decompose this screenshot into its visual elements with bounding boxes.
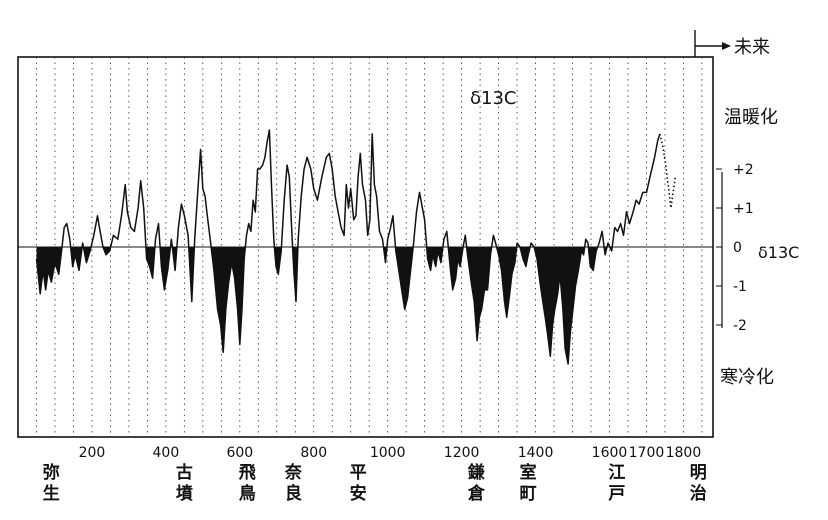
cold-anomaly-fill (496, 247, 517, 318)
era-label-bottom: 治 (690, 483, 707, 504)
x-axis-ticks: 200 400 600 800 1000 1200 1400 1600 1700 1800 (79, 445, 702, 461)
y-axis-ticks: +2 +1 0 -1 -2 (716, 162, 754, 334)
era-label-bottom: 戸 (608, 484, 625, 504)
x-tick-label: 600 (226, 445, 253, 461)
x-tick-label: 1600 (592, 445, 628, 461)
x-tick-label: 1700 (629, 445, 665, 461)
cold-anomaly-fill (534, 247, 585, 364)
era-label-bottom: 倉 (467, 483, 486, 504)
era-label-bottom: 町 (520, 484, 537, 504)
y-tick-label: -2 (733, 318, 747, 334)
x-tick-label: 1400 (518, 445, 554, 461)
cold-anomaly-fill (395, 247, 414, 310)
future-arrow-head (722, 42, 731, 50)
cold-anomaly-fill (466, 247, 492, 341)
era-label-top: 飛 (238, 463, 256, 483)
era-label-top: 鎌 (467, 462, 485, 483)
warm-annotation: 温暖化 (724, 107, 778, 128)
cold-anomaly-fill (83, 247, 91, 263)
era-labels: 弥生 古墳 飛鳥 奈良 平安 鎌倉 室町 江戸 明治 (43, 462, 707, 504)
era-label-bottom: 墳 (176, 484, 193, 504)
delta13c-dotted-segment (659, 133, 677, 209)
y-tick-label: 0 (733, 240, 742, 256)
era-label-top: 室 (520, 462, 537, 483)
x-tick-label: 200 (79, 445, 106, 461)
x-tick-label: 1200 (444, 445, 480, 461)
series-label-text: δ13C (470, 88, 517, 109)
era-label-bottom: 鳥 (239, 483, 256, 504)
era-label-top: 古 (176, 462, 193, 483)
era-label-top: 明 (690, 463, 707, 483)
x-tick-label: 1000 (370, 445, 406, 461)
delta13c-curve (35, 129, 661, 365)
series-label: δ13C (470, 88, 517, 109)
cold-anomaly-fill (160, 247, 171, 290)
era-label-top: 奈 (284, 462, 303, 483)
future-annotation: 未来 (734, 37, 770, 58)
y-tick-label: +1 (733, 201, 754, 217)
era-label-bottom: 良 (285, 483, 302, 504)
x-tick-label: 400 (153, 445, 180, 461)
era-label-bottom: 安 (350, 483, 367, 504)
y-tick-label: -1 (733, 279, 747, 295)
x-tick-label: 1800 (666, 445, 702, 461)
era-label-bottom: 生 (43, 483, 60, 504)
cold-anomaly-fill (211, 247, 246, 353)
cold-anomaly-fill (274, 247, 282, 275)
era-label-top: 平 (350, 463, 367, 483)
cold-annotation: 寒冷化 (720, 367, 774, 388)
cold-anomaly-fill (103, 247, 111, 255)
era-label-top: 弥 (43, 462, 60, 483)
y-axis-label: δ13C (758, 243, 799, 262)
cold-anomaly-fill (36, 247, 63, 294)
era-label-top: 江 (608, 463, 625, 483)
y-tick-label: +2 (733, 162, 754, 178)
cold-anomaly-fill (520, 247, 531, 267)
x-tick-label: 800 (300, 445, 327, 461)
